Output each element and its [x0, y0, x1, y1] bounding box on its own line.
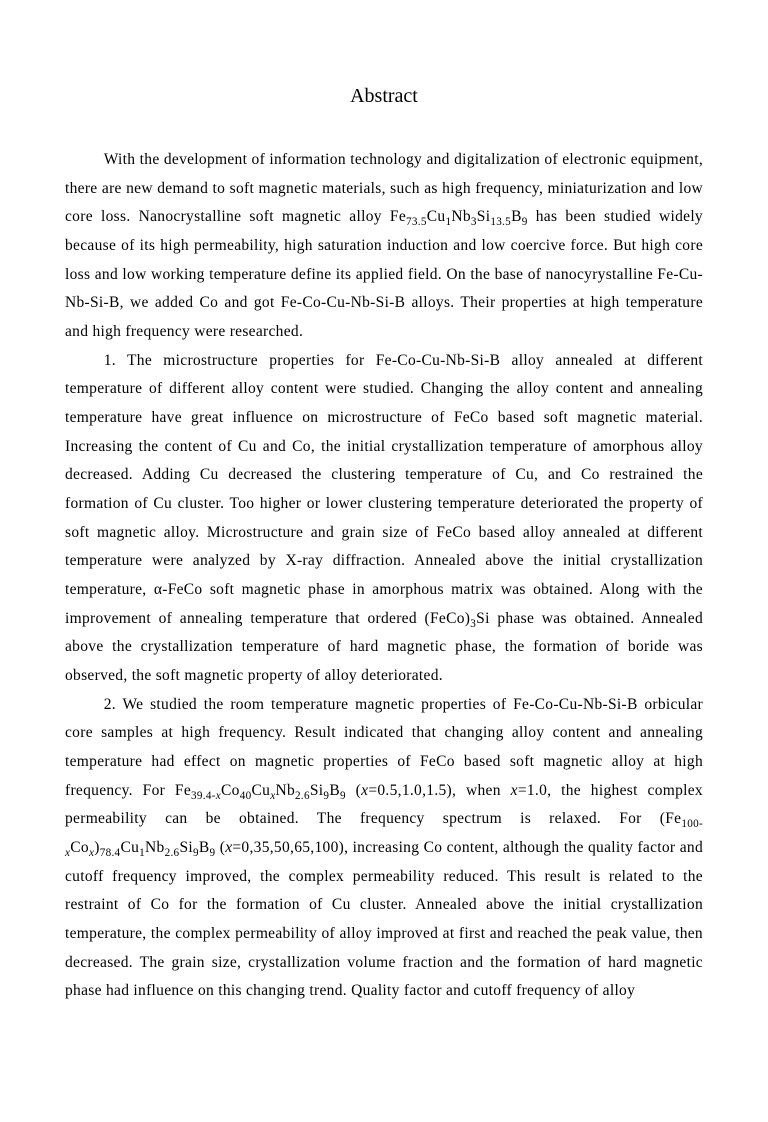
abstract-title: Abstract	[65, 85, 703, 108]
abstract-paragraph-1: With the development of information tech…	[65, 146, 703, 347]
abstract-paragraph-2: 1. The microstructure properties for Fe-…	[65, 347, 703, 691]
abstract-paragraph-3: 2. We studied the room temperature magne…	[65, 691, 703, 1006]
